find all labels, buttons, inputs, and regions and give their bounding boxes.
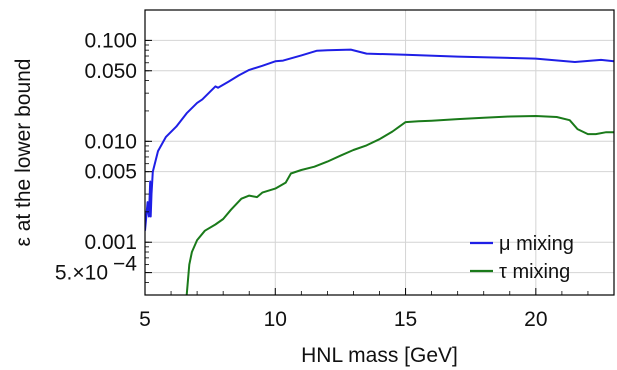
y-tick-label: 0.010 — [84, 130, 137, 153]
x-axis-title: HNL mass [GeV] — [301, 344, 458, 367]
legend: μ mixing τ mixing — [470, 233, 574, 283]
x-tick-label: 15 — [394, 308, 417, 331]
y-tick-label: 0.050 — [84, 60, 137, 83]
grid — [145, 10, 614, 295]
legend-label-mu: μ mixing — [499, 233, 574, 255]
y-tick-label: 5.×10 — [55, 262, 108, 285]
x-tick-label: 10 — [264, 308, 287, 331]
y-tick-label: 0.001 — [84, 231, 137, 254]
x-tick-label: 5 — [139, 308, 151, 331]
ticks: 5 10 15 20 5.×10 −40.001 0.005 0.010 0.050 0.100 — [55, 9, 615, 331]
legend-label-tau: τ mixing — [499, 261, 570, 283]
y-axis-title: ε at the lower bound — [12, 59, 35, 247]
series-layer — [145, 48, 614, 295]
series-line-tau — [185, 115, 614, 295]
y-tick-label: 0.100 — [84, 29, 137, 52]
y-tick-label: 0.005 — [84, 161, 137, 184]
y-tick-exponent: −4 — [113, 253, 137, 276]
x-tick-label: 20 — [524, 308, 547, 331]
series-line-mu — [145, 48, 614, 231]
